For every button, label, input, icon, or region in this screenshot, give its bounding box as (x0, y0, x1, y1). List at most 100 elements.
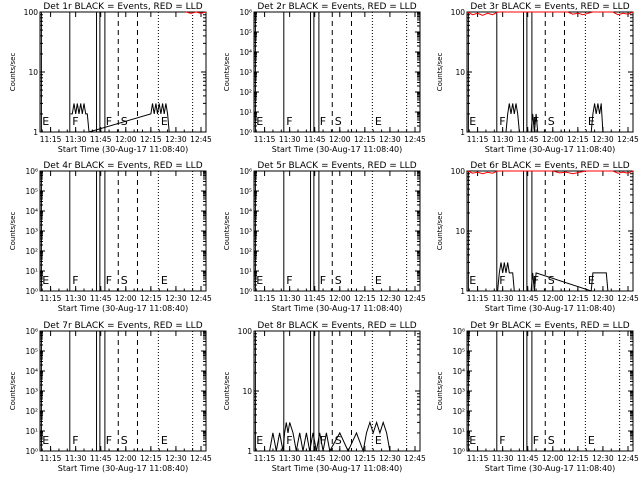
x-tick-label: 12:15 (354, 294, 376, 303)
lld-series-line (467, 170, 634, 175)
x-axis-label: Start Time (30-Aug-17 11:08:40) (485, 464, 616, 473)
x-tick-label: 12:45 (190, 135, 212, 144)
event-marker-label: E (42, 434, 49, 447)
x-tick-label: 11:45 (517, 294, 539, 303)
x-tick-label: 12:15 (140, 454, 162, 463)
x-tick-label: 12:30 (592, 294, 614, 303)
x-axis-label: Start Time (30-Aug-17 11:08:40) (485, 304, 616, 313)
x-tick-label: 12:00 (115, 135, 137, 144)
panel-det-3r: Det 3r BLACK = Events, RED = LLD Counts/s… (436, 2, 639, 154)
event-marker-label: S (548, 274, 555, 287)
x-axis-label: Start Time (30-Aug-17 11:08:40) (485, 145, 616, 154)
x-tick-label: 11:15 (40, 135, 62, 144)
y-tick-label: 100 (451, 8, 466, 17)
event-marker-label: E (42, 274, 49, 287)
panel-title: Det 6r BLACK = Events, RED = LLD (470, 161, 629, 171)
panel-title: Det 3r BLACK = Events, RED = LLD (470, 2, 629, 12)
y-tick-label: 10³ (25, 227, 38, 236)
y-axis-label: Counts/sec (9, 372, 17, 411)
x-tick-label: 11:45 (90, 135, 112, 144)
lld-series-line (467, 11, 634, 16)
panel-det-7r: Det 7r BLACK = Events, RED = LLD Counts/s… (9, 321, 212, 473)
y-axis-label: Counts/sec (436, 212, 444, 251)
event-marker-label: E (588, 434, 595, 447)
x-tick-label: 12:00 (329, 294, 351, 303)
x-tick-label: 12:30 (165, 135, 187, 144)
y-tick-label: 10⁵ (25, 187, 38, 196)
panel-det-1r: Det 1r BLACK = Events, RED = LLD Counts/s… (9, 2, 212, 154)
x-tick-label: 12:30 (592, 135, 614, 144)
event-marker-label: E (42, 115, 49, 128)
y-tick-label: 10⁰ (239, 128, 252, 137)
event-marker-label: E (256, 115, 263, 128)
x-tick-label: 11:45 (90, 454, 112, 463)
x-tick-label: 11:45 (517, 454, 539, 463)
plot-frame (39, 170, 207, 292)
y-tick-label: 10¹ (239, 108, 252, 117)
x-axis-label: Start Time (30-Aug-17 11:08:40) (58, 464, 189, 473)
x-tick-label: 12:15 (140, 294, 162, 303)
y-tick-label: 10⁶ (25, 167, 38, 176)
event-marker-label: E (161, 115, 168, 128)
x-tick-label: 11:45 (90, 294, 112, 303)
event-marker-label: E (469, 274, 476, 287)
x-tick-label: 12:45 (617, 135, 639, 144)
y-tick-label: 10 (455, 68, 465, 77)
x-tick-label: 12:00 (542, 135, 564, 144)
event-marker-label: E (375, 274, 382, 287)
event-marker-label: E (256, 434, 263, 447)
y-axis-label: Counts/sec (9, 53, 17, 92)
y-axis-label: Counts/sec (223, 53, 231, 92)
plot-frame (253, 11, 421, 133)
y-tick-label: 1 (460, 128, 465, 137)
y-axis-label: Counts/sec (436, 53, 444, 92)
y-tick-label: 10² (25, 407, 38, 416)
x-tick-label: 12:45 (617, 294, 639, 303)
x-tick-label: 12:30 (379, 294, 401, 303)
event-marker-label: S (548, 115, 555, 128)
plot-frame (466, 330, 634, 452)
y-axis-label: Counts/sec (223, 212, 231, 251)
event-marker-label: F (106, 434, 112, 447)
y-tick-label: 100 (24, 8, 39, 17)
event-marker-label: E (256, 274, 263, 287)
y-axis-label: Counts/sec (223, 372, 231, 411)
y-tick-label: 10⁰ (452, 447, 465, 456)
event-marker-label: E (375, 115, 382, 128)
panel-det-5r: Det 5r BLACK = Events, RED = LLD Counts/s… (223, 161, 426, 313)
panel-det-9r: Det 9r BLACK = Events, RED = LLD Counts/s… (436, 321, 639, 473)
plot-frame (253, 330, 421, 452)
event-marker-label: E (161, 274, 168, 287)
event-marker-label: E (588, 115, 595, 128)
x-tick-label: 11:30 (492, 454, 514, 463)
y-tick-label: 10¹ (239, 267, 252, 276)
y-tick-label: 10⁶ (239, 167, 252, 176)
panel-det-8r: Det 8r BLACK = Events, RED = LLD Counts/s… (223, 321, 426, 473)
x-axis-label: Start Time (30-Aug-17 11:08:40) (58, 304, 189, 313)
y-tick-label: 10⁵ (25, 347, 38, 356)
panel-title: Det 5r BLACK = Events, RED = LLD (257, 161, 416, 171)
x-axis-label: Start Time (30-Aug-17 11:08:40) (272, 145, 403, 154)
y-tick-label: 10³ (452, 387, 465, 396)
x-tick-label: 11:30 (492, 294, 514, 303)
event-marker-label: F (286, 274, 292, 287)
x-tick-label: 11:15 (40, 294, 62, 303)
y-tick-label: 10⁰ (239, 287, 252, 296)
x-tick-label: 11:30 (65, 135, 87, 144)
y-tick-label: 10⁴ (239, 48, 252, 57)
event-marker-label: F (320, 434, 326, 447)
x-tick-label: 11:30 (279, 135, 301, 144)
plot-frame (39, 11, 207, 133)
x-tick-label: 11:30 (279, 454, 301, 463)
panel-title: Det 8r BLACK = Events, RED = LLD (257, 321, 416, 331)
y-tick-label: 1 (460, 287, 465, 296)
y-tick-label: 10¹ (452, 427, 465, 436)
event-marker-label: F (72, 274, 78, 287)
x-tick-label: 11:15 (254, 135, 276, 144)
event-marker-label: F (320, 274, 326, 287)
event-marker-label: F (286, 434, 292, 447)
event-marker-label: E (469, 115, 476, 128)
x-tick-label: 12:45 (190, 294, 212, 303)
y-tick-label: 10⁶ (25, 327, 38, 336)
x-tick-label: 12:45 (404, 294, 426, 303)
